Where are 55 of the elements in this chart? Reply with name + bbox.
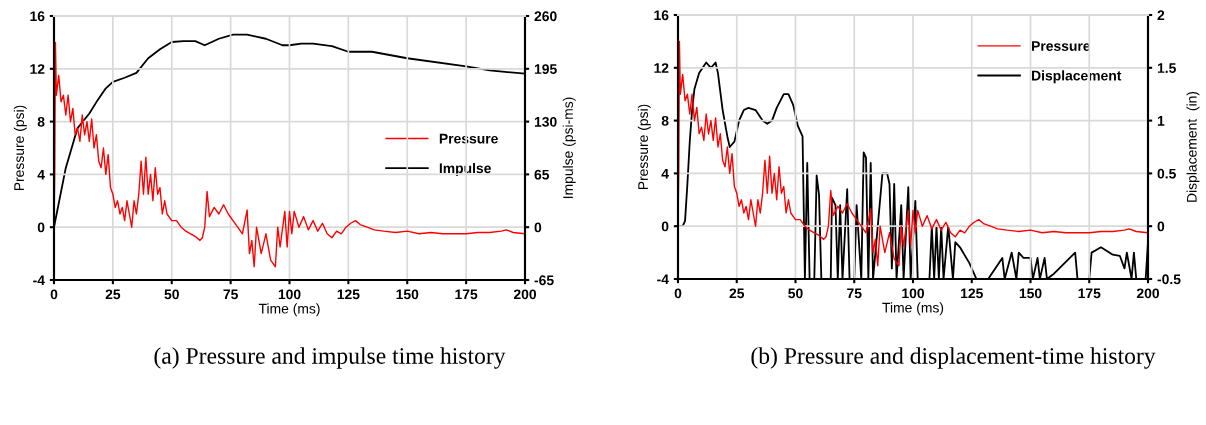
text: (b) Pressure and displacement-time history	[751, 347, 1156, 369]
x-tick-label: 175	[1078, 288, 1101, 299]
y-tick-label: 12	[654, 63, 669, 73]
y-axis-title: Pressure (psi)	[13, 105, 27, 191]
line-series	[54, 41, 525, 268]
x-tick-label: 0	[50, 289, 58, 300]
y2-tick-label: 0.5	[1157, 168, 1176, 179]
x-tick-label: 200	[513, 289, 537, 300]
y2-tick-label: 130	[534, 116, 557, 127]
x-tick-label: 125	[337, 289, 360, 300]
y2-tick-label: 0	[1157, 221, 1165, 232]
y2-tick-label: -0.5	[1157, 274, 1181, 285]
y-tick-label: 8	[661, 115, 669, 126]
x-tick-label: 75	[223, 289, 238, 300]
x-axis-title: Time (ms)	[882, 302, 944, 316]
y-tick-label: 0	[37, 222, 45, 233]
y2-axis-title: Impulse (psi-ms)	[562, 97, 576, 199]
y2-tick-label: 0	[534, 222, 542, 233]
y-tick-label: 8	[37, 116, 45, 127]
y-tick-label: 4	[661, 168, 669, 179]
y2-tick-label: 1	[1157, 116, 1165, 126]
x-tick-label: 150	[1019, 288, 1042, 299]
x-tick-label: 25	[729, 288, 745, 299]
y-tick-label: 12	[30, 64, 45, 74]
x-tick-label: 25	[105, 289, 121, 300]
y2-tick-label: 195	[534, 64, 557, 74]
x-tick-label: 175	[455, 289, 478, 300]
x-axis-title: Time (ms)	[258, 303, 320, 317]
legend-label: Pressure	[439, 133, 498, 144]
y2-axis-title: Displacement (in)	[1186, 91, 1200, 202]
y2-tick-label: 2	[1157, 10, 1165, 21]
legend-label: Impulse	[439, 162, 491, 176]
y-tick-label: 4	[37, 169, 45, 180]
y2-tick-label: 1.5	[1157, 63, 1176, 73]
text: (a) Pressure and impulse time history	[154, 347, 506, 369]
y-tick-label: 16	[30, 11, 45, 22]
y-tick-label: -4	[33, 275, 45, 286]
x-tick-label: 125	[961, 288, 983, 299]
y2-tick-label: -65	[534, 275, 554, 286]
x-tick-label: 150	[396, 289, 419, 300]
x-tick-label: 200	[1136, 288, 1160, 299]
y-tick-label: -4	[657, 274, 669, 285]
x-tick-label: 50	[164, 289, 179, 300]
y-axis-title: Pressure (psi)	[637, 104, 651, 190]
legend-label: Pressure	[1032, 41, 1091, 51]
y-tick-label: 0	[661, 221, 669, 232]
x-tick-label: 100	[902, 288, 925, 299]
legend-label: Displacement	[1032, 70, 1122, 84]
y2-tick-label: 260	[534, 11, 557, 22]
y-tick-label: 16	[654, 10, 669, 21]
x-tick-label: 0	[674, 288, 682, 299]
x-tick-label: 50	[788, 288, 803, 299]
x-tick-label: 75	[847, 288, 862, 299]
y2-tick-label: 65	[534, 169, 550, 180]
x-tick-label: 100	[278, 289, 301, 300]
